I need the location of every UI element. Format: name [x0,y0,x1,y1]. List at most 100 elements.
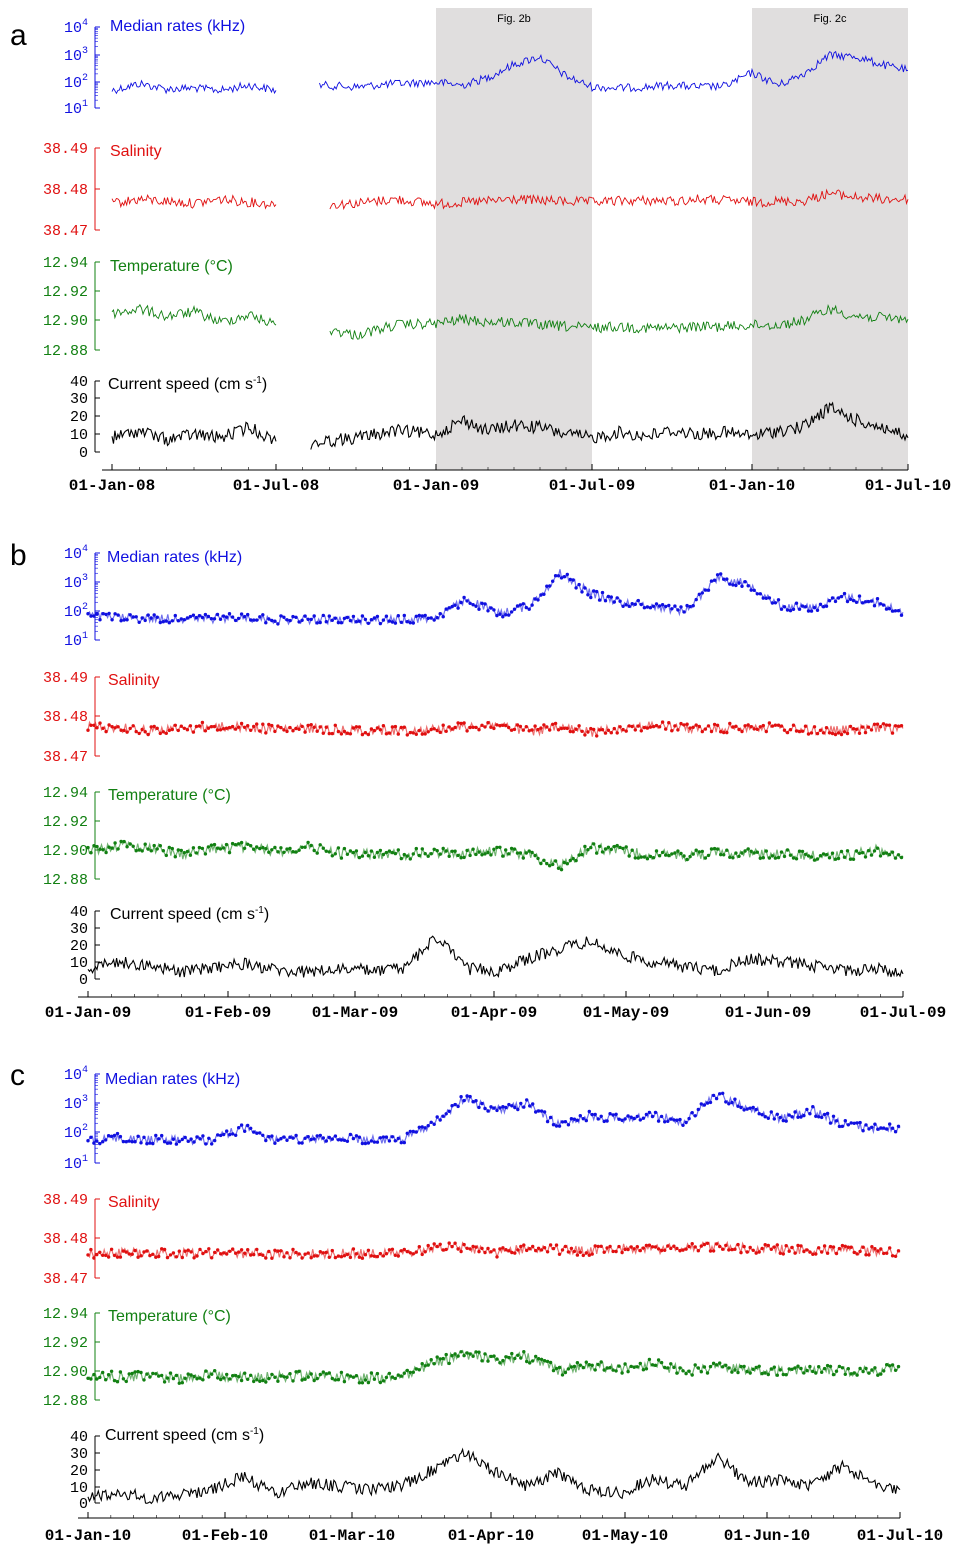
data-point [696,1249,700,1253]
data-point [237,1126,241,1130]
data-point [92,723,96,727]
data-point [602,1368,606,1372]
data-point [282,1375,286,1379]
data-point [796,1243,800,1248]
data-point [216,1133,220,1137]
data-point [215,846,220,850]
data-point [378,1380,383,1385]
data-point [381,1135,386,1139]
data-point [693,1363,697,1367]
data-point [354,1134,359,1138]
y-tick-label: 38.47 [43,223,88,240]
data-point [893,1130,898,1134]
data-point [339,621,344,625]
data-point [814,1252,818,1256]
data-point [423,1364,427,1368]
data-point [155,726,159,730]
data-point [498,1106,502,1110]
data-point [568,729,572,734]
data-point [405,620,409,624]
data-point [800,604,805,608]
data-point [426,730,430,734]
data-point [501,854,505,858]
data-point [152,843,156,848]
y-tick-label: 38.49 [43,1192,88,1209]
data-point [600,590,605,595]
data-point [303,614,307,618]
data-point [273,845,277,850]
data-point [673,851,677,855]
data-point [453,603,457,607]
data-point [596,1244,600,1249]
data-point [817,1115,821,1119]
y-tick-label: 20 [70,409,88,426]
data-point [465,1351,469,1355]
data-point [641,1246,646,1250]
data-point [595,851,599,855]
data-point [806,609,811,613]
data-point [815,608,820,612]
data-point [369,1254,374,1258]
data-point [769,1367,773,1371]
data-point [575,1253,580,1257]
data-point [534,1248,538,1253]
data-point [384,1375,389,1380]
data-point [728,721,732,726]
data-point [562,726,567,730]
data-point [790,1115,794,1119]
data-point [654,602,659,606]
data-point [731,856,735,860]
data-point [168,1253,173,1257]
x-tick-label: 01-Apr-09 [451,1004,537,1022]
data-point [834,1369,839,1373]
data-point [252,847,256,851]
data-point [130,1252,134,1256]
data-point [306,723,310,728]
data-point [197,845,202,850]
data-point [875,722,880,726]
data-point [542,592,546,596]
data-point [858,1249,862,1254]
data-point [333,1134,338,1138]
data-point [778,1368,782,1372]
data-point [495,1255,499,1259]
data-point [219,1252,223,1256]
data-point [381,852,386,857]
data-point [867,1253,871,1257]
y-tick-label: 103 [64,573,88,592]
data-point [772,1117,776,1121]
data-point [228,1377,232,1381]
data-point [714,1096,719,1101]
data-point [754,1107,758,1112]
data-point [893,724,898,728]
data-point [399,1374,403,1378]
data-point [131,724,135,728]
data-point [521,856,525,860]
data-point [673,724,677,728]
data-point [140,727,144,732]
data-point [142,1135,146,1140]
data-point [706,853,711,858]
data-point [563,1120,568,1124]
data-point [580,729,584,733]
data-point [195,1377,199,1381]
data-point [755,850,759,854]
data-point [252,724,256,729]
data-point [357,1381,362,1385]
data-point [209,843,214,847]
data-point [507,613,511,617]
data-point [556,728,561,732]
data-point [133,1248,137,1253]
data-point [279,725,283,730]
data-point [104,729,108,734]
data-point [888,1364,892,1368]
data-point [746,847,750,851]
data-point [751,1367,755,1372]
data-point [846,1367,850,1371]
data-point [612,600,616,604]
data-point [468,853,472,858]
data-point [378,728,383,732]
y-tick-label: 12.92 [43,814,88,831]
